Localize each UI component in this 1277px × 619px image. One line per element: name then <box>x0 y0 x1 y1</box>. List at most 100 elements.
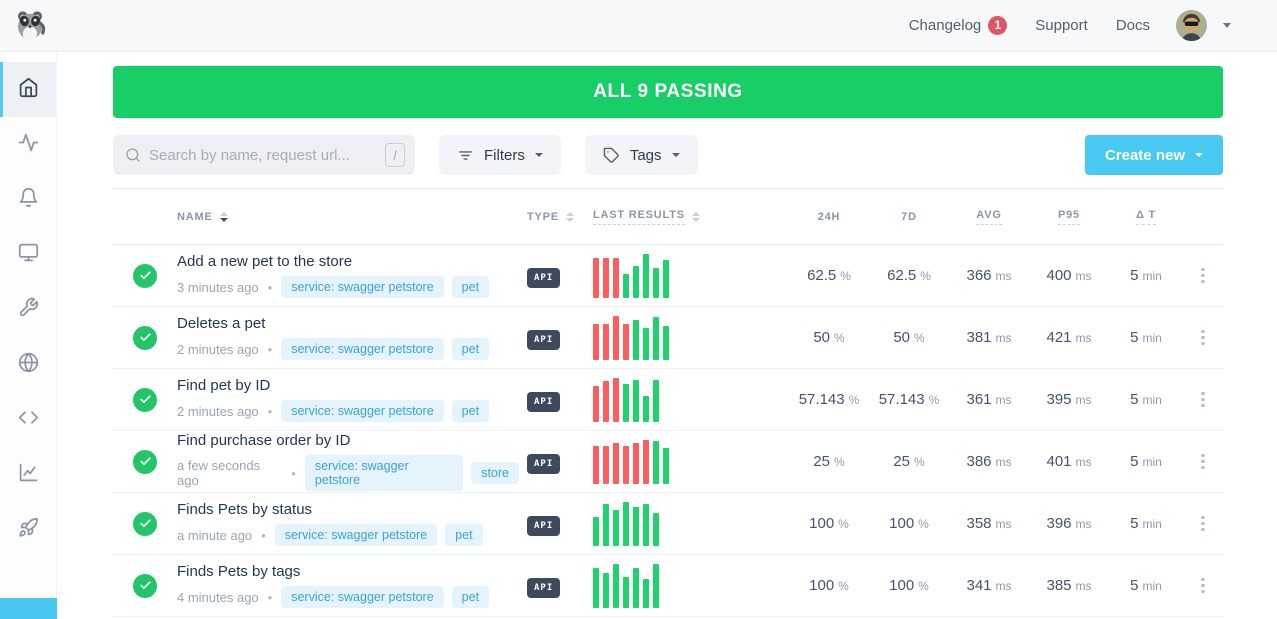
sort-icon[interactable] <box>565 211 574 222</box>
result-bar-pass[interactable] <box>663 259 669 298</box>
check-tag[interactable]: store <box>471 462 519 484</box>
check-tag[interactable]: service: swagger petstore <box>281 338 444 360</box>
result-bar-pass[interactable] <box>593 516 599 546</box>
result-bar-pass[interactable] <box>653 563 659 608</box>
check-tag[interactable]: pet <box>451 400 490 422</box>
result-bar-pass[interactable] <box>623 383 629 422</box>
result-bar-pass[interactable] <box>623 576 629 608</box>
table-row[interactable]: Finds Pets by tags 4 minutes ago • servi… <box>113 555 1223 617</box>
result-bar-pass[interactable] <box>613 509 619 546</box>
column-header-avg[interactable]: AVG <box>949 209 1029 225</box>
result-bar-fail[interactable] <box>603 445 609 484</box>
last-results-chart[interactable] <box>593 253 789 298</box>
result-bar-fail[interactable] <box>623 445 629 484</box>
sidebar-bottom-highlight[interactable] <box>0 598 57 619</box>
result-bar-pass[interactable] <box>603 572 609 608</box>
check-tag[interactable]: pet <box>445 524 483 546</box>
check-name-link[interactable]: Deletes a pet <box>177 315 266 332</box>
column-header-last-results[interactable]: LAST RESULTS <box>593 209 789 225</box>
result-bar-pass[interactable] <box>643 395 649 422</box>
result-bar-pass[interactable] <box>633 319 639 360</box>
result-bar-fail[interactable] <box>623 323 629 360</box>
sidebar-item-monitor[interactable] <box>0 227 56 282</box>
row-menu-button[interactable] <box>1195 324 1211 352</box>
sidebar-item-wrench[interactable] <box>0 282 56 337</box>
filters-button[interactable]: Filters <box>439 135 561 175</box>
result-bar-pass[interactable] <box>633 379 639 422</box>
column-header-name[interactable]: NAME <box>177 211 527 223</box>
check-name-link[interactable]: Find purchase order by ID <box>177 432 351 449</box>
result-bar-fail[interactable] <box>613 442 619 484</box>
sidebar-item-code[interactable] <box>0 392 56 447</box>
last-results-chart[interactable] <box>593 439 789 484</box>
tags-button[interactable]: Tags <box>584 135 698 175</box>
result-bar-pass[interactable] <box>643 503 649 546</box>
result-bar-pass[interactable] <box>613 563 619 608</box>
result-bar-pass[interactable] <box>633 506 639 546</box>
result-bar-fail[interactable] <box>613 257 619 298</box>
row-menu-button[interactable] <box>1195 448 1211 476</box>
row-menu-button[interactable] <box>1195 510 1211 538</box>
result-bar-pass[interactable] <box>663 325 669 360</box>
column-header-delta-t[interactable]: Δ T <box>1109 209 1183 225</box>
sidebar-item-activity[interactable] <box>0 117 56 172</box>
table-row[interactable]: Finds Pets by status a minute ago • serv… <box>113 493 1223 555</box>
create-new-button[interactable]: Create new <box>1084 135 1223 175</box>
sidebar-item-chart[interactable] <box>0 447 56 502</box>
last-results-chart[interactable] <box>593 563 789 608</box>
result-bar-fail[interactable] <box>603 380 609 422</box>
table-row[interactable]: Add a new pet to the store 3 minutes ago… <box>113 245 1223 307</box>
table-row[interactable]: Deletes a pet 2 minutes ago • service: s… <box>113 307 1223 369</box>
sort-icon[interactable] <box>691 211 700 222</box>
check-tag[interactable]: pet <box>451 586 490 608</box>
user-menu-caret-icon[interactable] <box>1223 23 1231 28</box>
result-bar-fail[interactable] <box>593 323 599 360</box>
topnav-support[interactable]: Support <box>1035 17 1088 34</box>
result-bar-pass[interactable] <box>653 440 659 484</box>
check-tag[interactable]: service: swagger petstore <box>281 400 444 422</box>
last-results-chart[interactable] <box>593 315 789 360</box>
topnav-docs[interactable]: Docs <box>1115 17 1150 34</box>
result-bar-pass[interactable] <box>643 578 649 608</box>
result-bar-pass[interactable] <box>603 503 609 546</box>
result-bar-pass[interactable] <box>643 253 649 298</box>
result-bar-fail[interactable] <box>613 377 619 422</box>
sidebar-item-bell[interactable] <box>0 172 56 227</box>
check-name-link[interactable]: Finds Pets by status <box>177 501 313 518</box>
result-bar-pass[interactable] <box>653 316 659 360</box>
result-bar-pass[interactable] <box>633 567 639 608</box>
result-bar-fail[interactable] <box>603 257 609 298</box>
result-bar-pass[interactable] <box>653 379 659 422</box>
row-menu-button[interactable] <box>1195 386 1211 414</box>
sidebar-item-globe[interactable] <box>0 337 56 392</box>
check-name-link[interactable]: Find pet by ID <box>177 377 271 394</box>
last-results-chart[interactable] <box>593 501 789 546</box>
search-box[interactable]: / <box>113 135 415 175</box>
result-bar-pass[interactable] <box>663 447 669 484</box>
result-bar-pass[interactable] <box>593 567 599 608</box>
result-bar-pass[interactable] <box>623 273 629 298</box>
column-header-type[interactable]: TYPE <box>527 211 593 223</box>
result-bar-pass[interactable] <box>653 267 659 298</box>
result-bar-fail[interactable] <box>593 257 599 298</box>
result-bar-fail[interactable] <box>643 439 649 484</box>
result-bar-pass[interactable] <box>633 265 639 298</box>
check-tag[interactable]: service: swagger petstore <box>281 276 444 298</box>
table-row[interactable]: Find pet by ID 2 minutes ago • service: … <box>113 369 1223 431</box>
result-bar-fail[interactable] <box>613 315 619 360</box>
result-bar-fail[interactable] <box>593 445 599 484</box>
table-row[interactable]: Find purchase order by ID a few seconds … <box>113 431 1223 493</box>
result-bar-fail[interactable] <box>633 442 639 484</box>
last-results-chart[interactable] <box>593 377 789 422</box>
result-bar-fail[interactable] <box>593 385 599 422</box>
check-tag[interactable]: pet <box>451 276 490 298</box>
check-tag[interactable]: pet <box>451 338 490 360</box>
sidebar-item-rocket[interactable] <box>0 502 56 557</box>
result-bar-fail[interactable] <box>603 323 609 360</box>
topnav-changelog[interactable]: Changelog 1 <box>909 16 1008 35</box>
check-tag[interactable]: service: swagger petstore <box>274 524 438 546</box>
search-input[interactable] <box>141 146 385 164</box>
sidebar-item-home[interactable] <box>0 62 56 117</box>
user-avatar[interactable] <box>1176 10 1207 41</box>
checkly-raccoon-logo[interactable] <box>14 9 46 43</box>
